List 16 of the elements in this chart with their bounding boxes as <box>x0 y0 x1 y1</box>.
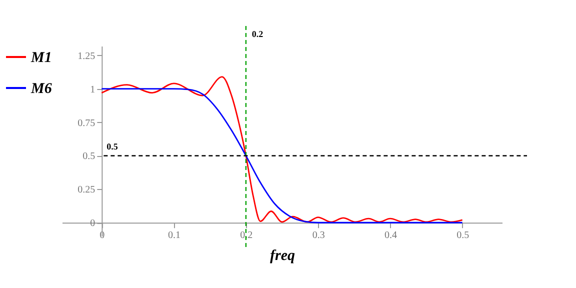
y-tick-label: 0.25 <box>78 184 96 196</box>
x-tick-label: 0.3 <box>312 230 325 242</box>
y-tick-label: 0.5 <box>82 151 96 162</box>
x-tick-label: 0.1 <box>168 230 181 242</box>
ref-line-label: 0.2 <box>252 29 264 39</box>
y-tick-label: 0.75 <box>78 118 96 129</box>
legend-label: M6 <box>30 81 52 97</box>
y-tick-label: 1.25 <box>78 50 96 62</box>
ref-line-label: 0.5 <box>106 142 118 152</box>
legend-label: M1 <box>30 50 52 66</box>
x-tick-label: 0.5 <box>456 230 470 242</box>
x-axis-title: freq <box>270 248 296 264</box>
x-tick-label: 0.2 <box>240 230 253 242</box>
x-tick-label: 0.4 <box>384 230 397 242</box>
x-tick-label: 0 <box>100 230 105 242</box>
y-tick-label: 1 <box>90 84 96 96</box>
